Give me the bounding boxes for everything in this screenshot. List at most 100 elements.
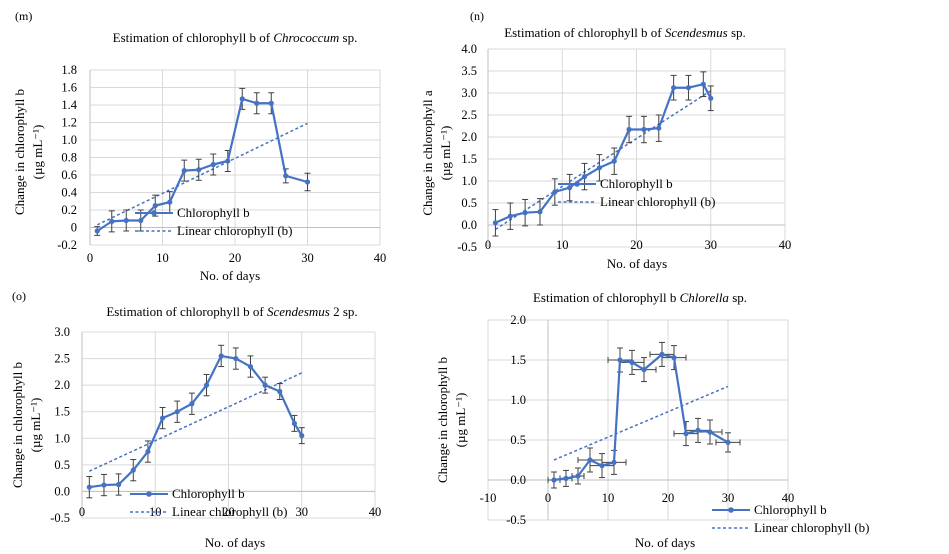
data-point	[189, 401, 195, 407]
x-tick-label: 10	[556, 238, 569, 252]
y-tick-label: 1.2	[61, 116, 77, 130]
x-axis-label: No. of days	[205, 535, 265, 550]
chart-title-prefix: Estimation of chlorophyll b of	[113, 30, 274, 45]
y-axis-label: Change in chlorophyll b (µg mL⁻¹)	[12, 89, 45, 215]
data-point	[563, 475, 569, 481]
data-point	[581, 174, 588, 180]
series-line	[553, 353, 729, 482]
chart-title-suffix: sp.	[729, 290, 747, 305]
data-point	[233, 355, 239, 362]
data-point	[304, 179, 311, 185]
y-tick-label: 1.0	[461, 174, 477, 188]
x-tick-label: 10	[149, 505, 162, 519]
data-point	[611, 459, 617, 465]
trendline	[553, 385, 729, 461]
chart-title: Estimation of chlorophyll b of Scendesmu…	[504, 25, 746, 40]
data-point	[138, 217, 144, 224]
data-point	[86, 484, 92, 490]
data-point	[617, 357, 623, 363]
legend: Chlorophyll b Linear chlorophyll (b)	[130, 486, 288, 519]
x-tick-label: 20	[662, 491, 675, 505]
y-tick-label: -0.2	[57, 238, 77, 252]
y-tick-label: 3.5	[461, 64, 477, 78]
y-axis-label-line2: (µg mL⁻¹)	[453, 393, 468, 448]
data-point	[492, 220, 499, 226]
legend-series-label: Chlorophyll b	[754, 502, 827, 517]
x-tick-label: 40	[782, 491, 795, 505]
panel-letter: (o)	[12, 289, 26, 303]
panel-letter: (m)	[15, 9, 32, 23]
y-tick-label: 2.5	[54, 352, 70, 366]
y-axis-label-line1: Change in chlorophyll a	[420, 90, 435, 216]
data-point	[685, 85, 692, 91]
data-point	[707, 429, 713, 435]
x-axis-label: No. of days	[200, 268, 260, 283]
data-point	[708, 95, 714, 101]
y-tick-label: 0	[71, 221, 77, 235]
x-tick-label: 0	[545, 491, 551, 505]
data-point	[567, 185, 573, 191]
y-tick-label: 1.5	[510, 353, 526, 367]
y-axis-label-line2: (µg mL⁻¹)	[28, 398, 43, 453]
data-point	[587, 457, 593, 463]
data-point	[167, 199, 173, 205]
y-tick-label: 1.6	[61, 81, 77, 95]
data-point	[116, 481, 122, 488]
x-tick-label: 0	[485, 238, 491, 252]
y-axis-label: Change in chlorophyll b (µg mL⁻¹)	[435, 357, 468, 483]
data-point	[659, 351, 665, 357]
y-tick-label: -0.5	[50, 511, 70, 525]
chart-title-suffix: 2 sp.	[330, 304, 358, 319]
chart-title-organism: Chlorella	[680, 290, 730, 305]
data-point	[507, 213, 513, 219]
data-point	[254, 100, 260, 106]
y-tick-label: 2.0	[461, 130, 477, 144]
y-tick-label: 1.8	[61, 63, 77, 77]
data-point	[671, 85, 677, 91]
y-tick-label: 1.0	[510, 393, 526, 407]
data-point	[203, 382, 210, 388]
legend-series-marker	[146, 491, 152, 497]
chart-panel-3: (o) Estimation of chlorophyll b of Scende…	[10, 289, 381, 550]
legend-series-marker	[151, 210, 157, 216]
legend-trend-label: Linear chlorophyll (b)	[177, 223, 293, 238]
chart-title: Estimation of chlorophyll b of Scendesmu…	[106, 304, 357, 319]
y-tick-label: 0.6	[61, 168, 77, 182]
data-point	[683, 431, 689, 437]
legend-series-marker	[574, 181, 580, 187]
data-point	[671, 355, 677, 361]
y-tick-label: 4.0	[461, 42, 477, 56]
x-tick-label: 20	[222, 505, 235, 519]
chart-title-prefix: Estimation of chlorophyll b	[533, 290, 680, 305]
chart-panel-1: (m) Estimation of chlorophyll b of Chroco…	[12, 9, 386, 283]
data-point	[283, 173, 289, 179]
y-tick-label: 0.0	[510, 473, 526, 487]
data-point	[626, 126, 632, 133]
y-tick-label: 1.0	[54, 431, 70, 445]
trendline	[96, 122, 308, 226]
data-point	[225, 158, 231, 164]
y-tick-label: 2.5	[461, 108, 477, 122]
data-point	[94, 228, 100, 234]
data-point	[725, 439, 731, 445]
x-tick-label: 0	[87, 251, 93, 265]
data-point	[695, 427, 701, 433]
y-tick-label: 2.0	[510, 313, 526, 327]
x-tick-label: -10	[480, 491, 497, 505]
y-axis-label-line2: (µg mL⁻¹)	[30, 125, 45, 180]
data-point	[210, 161, 216, 168]
legend-series-label: Chlorophyll b	[177, 205, 250, 220]
x-tick-label: 10	[602, 491, 615, 505]
y-axis-label-line1: Change in chlorophyll b	[435, 357, 450, 483]
data-point	[174, 409, 180, 415]
data-point	[522, 210, 528, 216]
series-line	[494, 83, 712, 224]
y-tick-label: 1.5	[54, 405, 70, 419]
panel-letter: (n)	[470, 9, 484, 23]
data-point	[262, 382, 268, 388]
y-axis-label-line1: Change in chlorophyll b	[12, 89, 27, 215]
chart-title-organism: Chrococcum	[273, 30, 339, 45]
data-point	[656, 125, 662, 131]
y-axis-label: Change in chlorophyll a (µg mL⁻¹)	[420, 90, 453, 216]
